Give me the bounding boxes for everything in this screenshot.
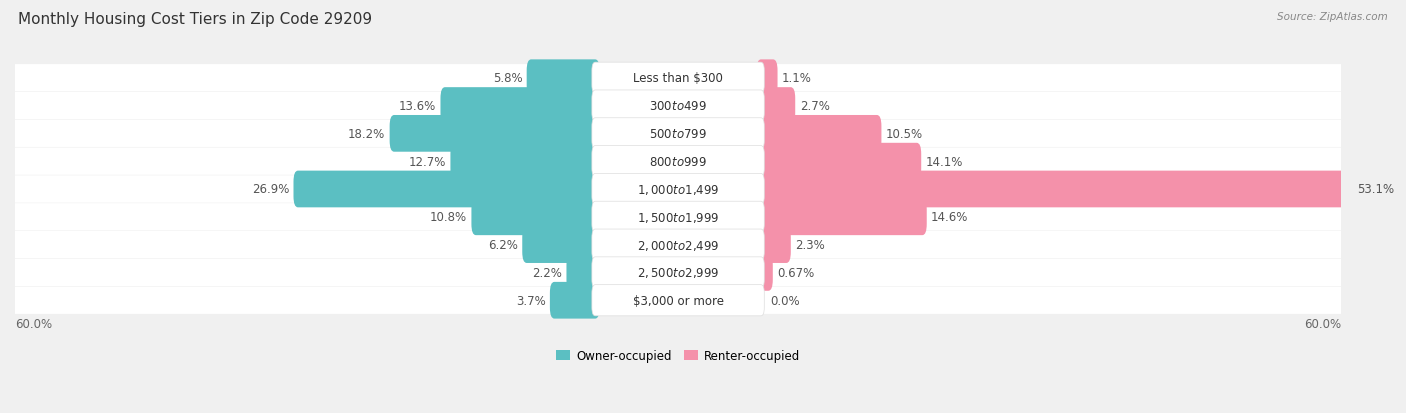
FancyBboxPatch shape: [471, 199, 599, 235]
FancyBboxPatch shape: [592, 202, 765, 233]
FancyBboxPatch shape: [522, 227, 599, 263]
Text: 53.1%: 53.1%: [1357, 183, 1393, 196]
FancyBboxPatch shape: [10, 204, 1347, 231]
Text: 60.0%: 60.0%: [1303, 318, 1341, 330]
FancyBboxPatch shape: [10, 93, 1347, 120]
Text: 10.8%: 10.8%: [430, 211, 467, 224]
Text: 13.6%: 13.6%: [399, 100, 436, 113]
Text: $2,500 to $2,999: $2,500 to $2,999: [637, 266, 720, 280]
Text: 14.6%: 14.6%: [931, 211, 969, 224]
Text: $800 to $999: $800 to $999: [650, 155, 707, 168]
Text: 14.1%: 14.1%: [925, 155, 963, 168]
Text: 26.9%: 26.9%: [252, 183, 290, 196]
FancyBboxPatch shape: [592, 174, 765, 205]
Text: 18.2%: 18.2%: [347, 128, 385, 140]
FancyBboxPatch shape: [592, 230, 765, 261]
Text: 0.67%: 0.67%: [778, 266, 814, 279]
Text: 60.0%: 60.0%: [15, 318, 52, 330]
FancyBboxPatch shape: [756, 116, 882, 152]
FancyBboxPatch shape: [10, 176, 1347, 203]
Text: $2,000 to $2,499: $2,000 to $2,499: [637, 238, 720, 252]
FancyBboxPatch shape: [592, 257, 765, 288]
FancyBboxPatch shape: [567, 254, 599, 291]
Text: 12.7%: 12.7%: [409, 155, 446, 168]
FancyBboxPatch shape: [440, 88, 599, 125]
Text: 1.1%: 1.1%: [782, 72, 811, 85]
FancyBboxPatch shape: [756, 88, 796, 125]
FancyBboxPatch shape: [756, 60, 778, 97]
FancyBboxPatch shape: [450, 143, 599, 180]
FancyBboxPatch shape: [756, 227, 790, 263]
Text: Less than $300: Less than $300: [633, 72, 723, 85]
Text: 3.7%: 3.7%: [516, 294, 546, 307]
FancyBboxPatch shape: [592, 146, 765, 177]
FancyBboxPatch shape: [10, 287, 1347, 314]
FancyBboxPatch shape: [10, 231, 1347, 259]
FancyBboxPatch shape: [527, 60, 599, 97]
FancyBboxPatch shape: [592, 285, 765, 316]
FancyBboxPatch shape: [10, 121, 1347, 147]
Text: 2.7%: 2.7%: [800, 100, 830, 113]
FancyBboxPatch shape: [10, 259, 1347, 286]
FancyBboxPatch shape: [10, 65, 1347, 92]
FancyBboxPatch shape: [756, 171, 1353, 208]
FancyBboxPatch shape: [550, 282, 599, 319]
FancyBboxPatch shape: [756, 254, 773, 291]
Text: $1,000 to $1,499: $1,000 to $1,499: [637, 183, 720, 197]
Text: $1,500 to $1,999: $1,500 to $1,999: [637, 210, 720, 224]
Text: $3,000 or more: $3,000 or more: [633, 294, 724, 307]
Text: Monthly Housing Cost Tiers in Zip Code 29209: Monthly Housing Cost Tiers in Zip Code 2…: [18, 12, 373, 27]
Text: Source: ZipAtlas.com: Source: ZipAtlas.com: [1277, 12, 1388, 22]
FancyBboxPatch shape: [756, 199, 927, 235]
FancyBboxPatch shape: [592, 63, 765, 94]
Text: 10.5%: 10.5%: [886, 128, 922, 140]
FancyBboxPatch shape: [294, 171, 599, 208]
FancyBboxPatch shape: [756, 143, 921, 180]
Text: 5.8%: 5.8%: [492, 72, 522, 85]
Text: $300 to $499: $300 to $499: [650, 100, 707, 113]
Text: 2.3%: 2.3%: [796, 239, 825, 252]
Legend: Owner-occupied, Renter-occupied: Owner-occupied, Renter-occupied: [551, 345, 804, 367]
FancyBboxPatch shape: [592, 119, 765, 150]
FancyBboxPatch shape: [592, 91, 765, 122]
Text: 0.0%: 0.0%: [770, 294, 800, 307]
Text: $500 to $799: $500 to $799: [650, 128, 707, 140]
FancyBboxPatch shape: [389, 116, 599, 152]
Text: 6.2%: 6.2%: [488, 239, 517, 252]
FancyBboxPatch shape: [10, 148, 1347, 176]
Text: 2.2%: 2.2%: [531, 266, 562, 279]
